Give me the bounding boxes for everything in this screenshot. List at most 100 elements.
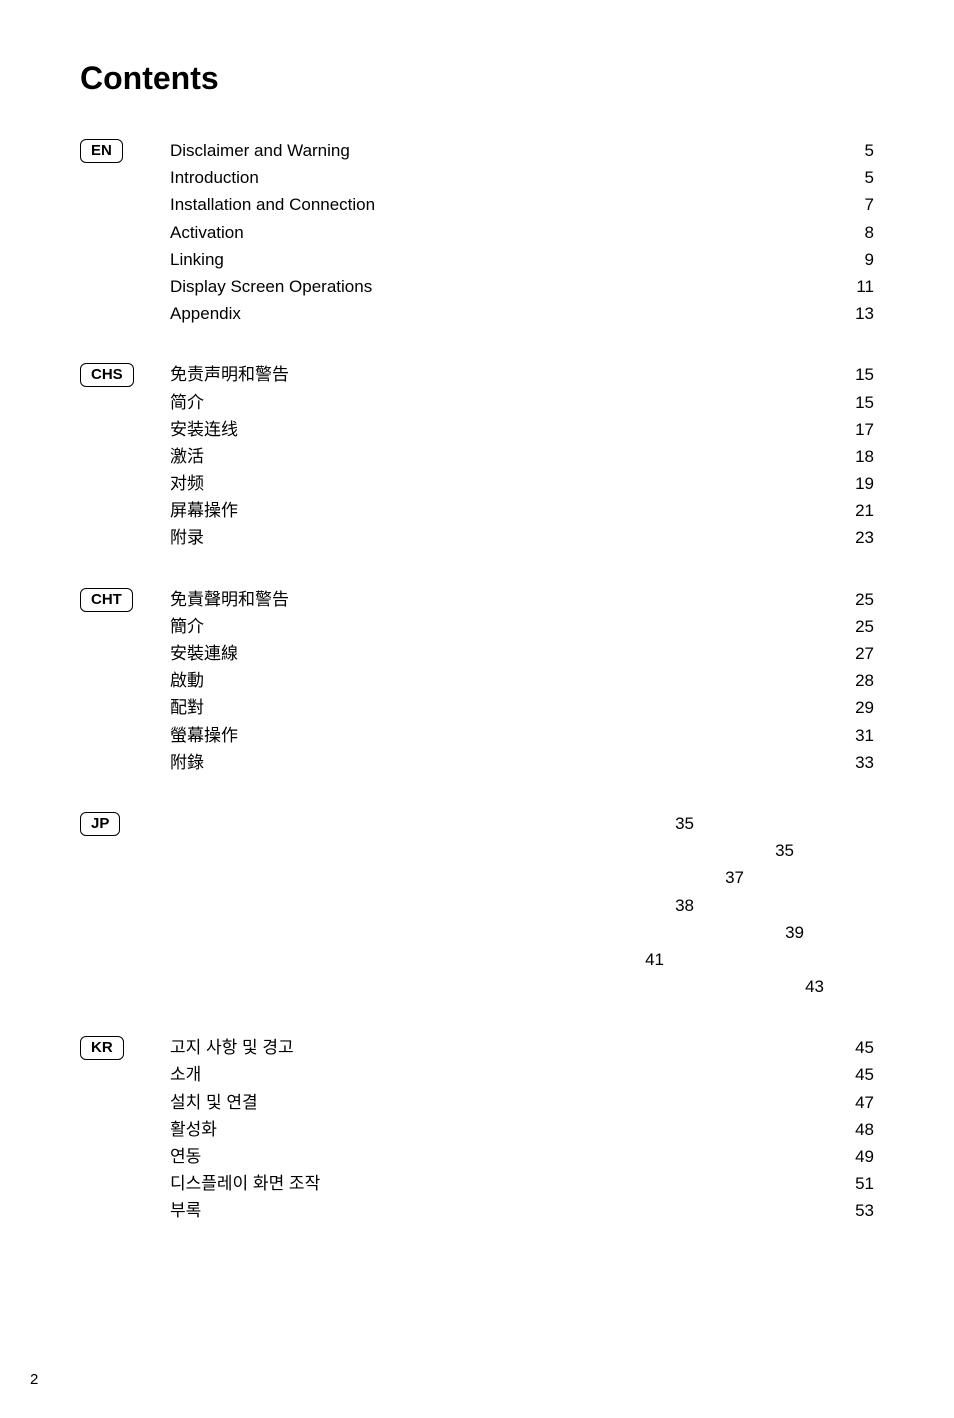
toc-page: 17 [834, 416, 874, 443]
toc-row: 35 [170, 810, 874, 837]
toc-label: Activation [170, 219, 834, 246]
toc-label: 부록 [170, 1197, 834, 1224]
toc-page: 37 [704, 864, 874, 891]
toc-row: 安裝連線27 [170, 640, 874, 667]
toc-page: 39 [764, 919, 874, 946]
toc-row: 디스플레이 화면 조작51 [170, 1170, 874, 1197]
toc-label: 免责声明和警告 [170, 361, 834, 388]
toc-row: 37 [170, 864, 874, 891]
toc-label: 配對 [170, 694, 834, 721]
toc-page: 53 [834, 1197, 874, 1224]
toc-page: 41 [624, 946, 874, 973]
toc-label: 활성화 [170, 1116, 834, 1143]
toc-page: 31 [834, 722, 874, 749]
toc-label: 연동 [170, 1143, 834, 1170]
page-title: Contents [80, 60, 874, 97]
toc-page: 19 [834, 470, 874, 497]
toc-row: Appendix13 [170, 300, 874, 327]
lang-badge-chs: CHS [80, 363, 134, 387]
lang-badge-cht: CHT [80, 588, 133, 612]
badge-col: CHT [80, 586, 170, 776]
toc-row: 설치 및 연결47 [170, 1089, 874, 1116]
toc-page: 15 [834, 389, 874, 416]
toc-row: Linking9 [170, 246, 874, 273]
toc-label: Appendix [170, 300, 834, 327]
toc-row: 简介15 [170, 389, 874, 416]
toc-row: Disclaimer and Warning5 [170, 137, 874, 164]
toc-row: 38 [170, 892, 874, 919]
toc-row: 屏幕操作21 [170, 497, 874, 524]
page-container: Contents EN Disclaimer and Warning5 Intr… [0, 0, 954, 1418]
toc-page: 25 [834, 586, 874, 613]
toc-row: 연동49 [170, 1143, 874, 1170]
toc-label: Display Screen Operations [170, 273, 834, 300]
toc-row: 对频19 [170, 470, 874, 497]
toc-section-chs: CHS 免责声明和警告15 简介15 安装连线17 激活18 对频19 屏幕操作… [80, 361, 874, 551]
toc-entries: 고지 사항 및 경고45 소개45 설치 및 연결47 활성화48 연동49 디… [170, 1034, 874, 1224]
toc-entries: 免責聲明和警告25 簡介25 安裝連線27 啟動28 配對29 螢幕操作31 附… [170, 586, 874, 776]
toc-page: 15 [834, 361, 874, 388]
toc-page: 25 [834, 613, 874, 640]
toc-label: 簡介 [170, 613, 834, 640]
toc-entries: 免责声明和警告15 简介15 安装连线17 激活18 对频19 屏幕操作21 附… [170, 361, 874, 551]
toc-label: 激活 [170, 443, 834, 470]
toc-page: 28 [834, 667, 874, 694]
toc-row: Activation8 [170, 219, 874, 246]
toc-row: 43 [170, 973, 874, 1000]
toc-page: 45 [834, 1034, 874, 1061]
badge-col: CHS [80, 361, 170, 551]
toc-label: 安装连线 [170, 416, 834, 443]
toc-label: 安裝連線 [170, 640, 834, 667]
toc-page: 29 [834, 694, 874, 721]
toc-row: 啟動28 [170, 667, 874, 694]
toc-label: 免責聲明和警告 [170, 586, 834, 613]
badge-col: JP [80, 810, 170, 1000]
toc-entries: 35 35 37 38 39 41 43 [170, 810, 874, 1000]
toc-page: 7 [834, 191, 874, 218]
toc-row: 配對29 [170, 694, 874, 721]
toc-section-kr: KR 고지 사항 및 경고45 소개45 설치 및 연결47 활성화48 연동4… [80, 1034, 874, 1224]
toc-section-jp: JP 35 35 37 38 39 41 43 [80, 810, 874, 1000]
toc-page: 21 [834, 497, 874, 524]
badge-col: EN [80, 137, 170, 327]
toc-row: 簡介25 [170, 613, 874, 640]
toc-label: 啟動 [170, 667, 834, 694]
toc-row: 39 [170, 919, 874, 946]
toc-row: 螢幕操作31 [170, 722, 874, 749]
toc-label: Introduction [170, 164, 834, 191]
toc-label: Installation and Connection [170, 191, 834, 218]
lang-badge-jp: JP [80, 812, 120, 836]
toc-page: 43 [784, 973, 874, 1000]
toc-row: 35 [170, 837, 874, 864]
toc-row: 활성화48 [170, 1116, 874, 1143]
toc-label: 对频 [170, 470, 834, 497]
lang-badge-kr: KR [80, 1036, 124, 1060]
toc-page: 51 [834, 1170, 874, 1197]
toc-section-en: EN Disclaimer and Warning5 Introduction5… [80, 137, 874, 327]
toc-page: 38 [654, 892, 874, 919]
toc-row: 免责声明和警告15 [170, 361, 874, 388]
toc-label: 고지 사항 및 경고 [170, 1034, 834, 1061]
toc-section-cht: CHT 免責聲明和警告25 簡介25 安裝連線27 啟動28 配對29 螢幕操作… [80, 586, 874, 776]
toc-label: Linking [170, 246, 834, 273]
toc-row: 41 [170, 946, 874, 973]
toc-row: Introduction5 [170, 164, 874, 191]
toc-row: 고지 사항 및 경고45 [170, 1034, 874, 1061]
toc-page: 23 [834, 524, 874, 551]
toc-page: 18 [834, 443, 874, 470]
toc-page: 48 [834, 1116, 874, 1143]
page-number: 2 [30, 1371, 38, 1388]
toc-row: 부록53 [170, 1197, 874, 1224]
toc-page: 45 [834, 1061, 874, 1088]
toc-row: Display Screen Operations11 [170, 273, 874, 300]
toc-row: 附錄33 [170, 749, 874, 776]
toc-label: 디스플레이 화면 조작 [170, 1170, 834, 1197]
toc-entries: Disclaimer and Warning5 Introduction5 In… [170, 137, 874, 327]
toc-label: Disclaimer and Warning [170, 137, 834, 164]
toc-page: 8 [834, 219, 874, 246]
badge-col: KR [80, 1034, 170, 1224]
toc-page: 11 [834, 273, 874, 300]
toc-row: 免責聲明和警告25 [170, 586, 874, 613]
toc-page: 33 [834, 749, 874, 776]
toc-page: 5 [834, 164, 874, 191]
